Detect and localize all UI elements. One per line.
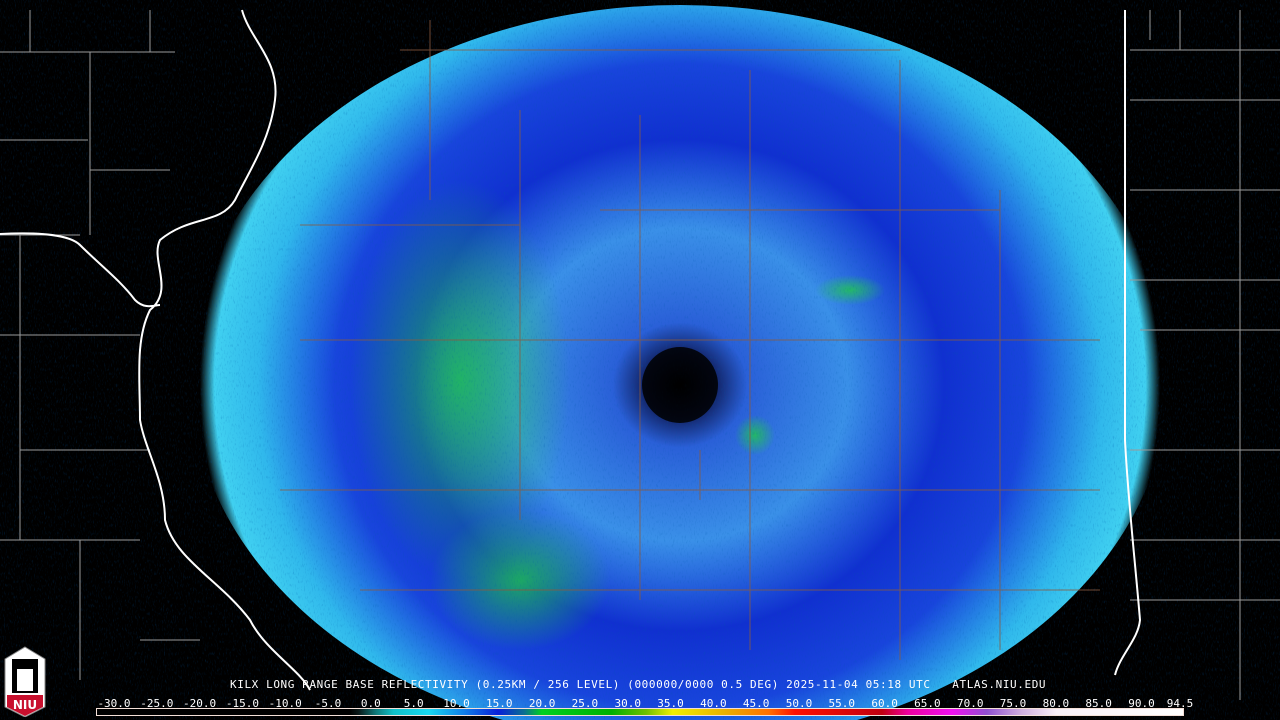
colorbar-label: 40.0 bbox=[700, 697, 727, 710]
colorbar-label: 0.0 bbox=[360, 697, 381, 710]
colorbar-label: 30.0 bbox=[614, 697, 641, 710]
radar-caption: KILX LONG RANGE BASE REFLECTIVITY (0.25K… bbox=[230, 678, 1047, 691]
radar-site-clutter bbox=[642, 347, 718, 423]
county-boundaries bbox=[0, 10, 1280, 700]
colorbar-label: -5.0 bbox=[314, 697, 342, 710]
colorbar-label: 10.0 bbox=[443, 697, 470, 710]
state-boundary-east bbox=[1114, 10, 1142, 676]
colorbar-label: 5.0 bbox=[403, 697, 424, 710]
state-boundary-west bbox=[0, 9, 311, 691]
county-boundaries-inner bbox=[280, 20, 1100, 660]
colorbar-label: 94.5 bbox=[1166, 697, 1194, 710]
colorbar-label: -20.0 bbox=[183, 697, 217, 710]
svg-text:NIU: NIU bbox=[13, 698, 37, 712]
colorbar-label: 20.0 bbox=[528, 697, 556, 710]
colorbar-label: -10.0 bbox=[268, 697, 302, 710]
colorbar-label: 75.0 bbox=[999, 697, 1027, 710]
colorbar-label: -25.0 bbox=[140, 697, 174, 710]
colorbar-label: 35.0 bbox=[657, 697, 684, 710]
colorbar-label: 85.0 bbox=[1085, 697, 1112, 710]
colorbar-label: -30.0 bbox=[97, 697, 131, 710]
colorbar-label: 15.0 bbox=[486, 697, 513, 710]
colorbar-label: 90.0 bbox=[1128, 697, 1155, 710]
colorbar-label: 80.0 bbox=[1042, 697, 1070, 710]
colorbar-label: 60.0 bbox=[871, 697, 898, 710]
colorbar-label: 50.0 bbox=[785, 697, 813, 710]
reflectivity-colorbar bbox=[96, 708, 1184, 716]
colorbar-label: 45.0 bbox=[742, 697, 770, 710]
colorbar-label: 55.0 bbox=[828, 697, 856, 710]
colorbar-label: -15.0 bbox=[225, 697, 259, 710]
colorbar-label: 65.0 bbox=[914, 697, 941, 710]
colorbar-label: 25.0 bbox=[571, 697, 599, 710]
colorbar-label: 70.0 bbox=[956, 697, 984, 710]
colorbar-labels: -30.0 -25.0 -20.0 -15.0 -10.0 -5.0 0.0 5.0 10.0 1… bbox=[0, 697, 1280, 710]
niu-logo: NIU bbox=[4, 646, 46, 717]
